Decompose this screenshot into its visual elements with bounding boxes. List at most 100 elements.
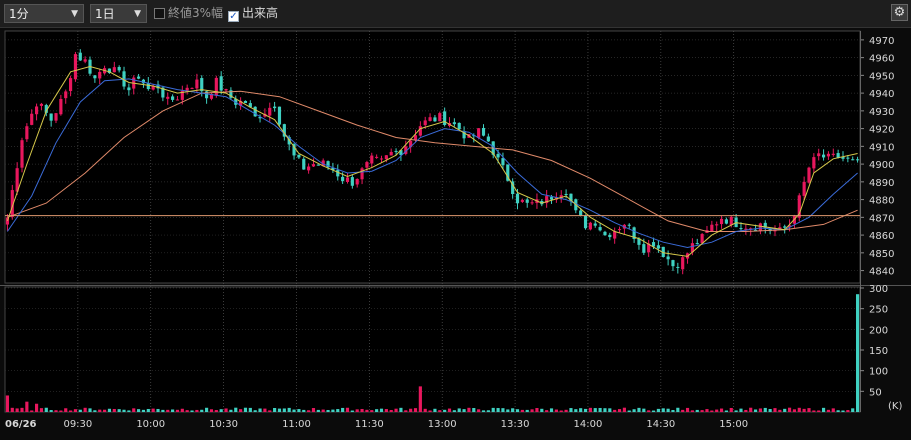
candle-up bbox=[64, 91, 68, 99]
volume-bar bbox=[603, 408, 607, 412]
volume-bar bbox=[307, 410, 311, 412]
volume-bar bbox=[122, 409, 126, 412]
volume-bar bbox=[812, 410, 816, 412]
candle-up bbox=[802, 181, 806, 196]
candle-down bbox=[603, 231, 607, 236]
volume-bar bbox=[647, 410, 651, 412]
volume-bar bbox=[146, 408, 150, 412]
candle-down bbox=[107, 68, 112, 74]
candle-up bbox=[73, 54, 78, 80]
volume-bar bbox=[64, 408, 68, 412]
volume-bar bbox=[141, 409, 146, 412]
period-select[interactable]: 1日 ▼ bbox=[90, 4, 147, 23]
volume-bar bbox=[763, 407, 767, 412]
volume-bar bbox=[496, 408, 500, 412]
candle-down bbox=[171, 96, 175, 100]
candle-down bbox=[243, 100, 248, 104]
percent-option-label: 終値3%幅 bbox=[168, 6, 224, 20]
candle-up bbox=[681, 257, 685, 270]
candle-down bbox=[341, 176, 345, 182]
price-axis: 4840 4850 4860 4870 4880 4890 4900 4910 4920 4930… bbox=[860, 36, 894, 278]
candle-up bbox=[379, 158, 384, 160]
volume-bar bbox=[34, 403, 39, 412]
volume-tick-label: 300 bbox=[869, 284, 888, 295]
candle-down bbox=[462, 130, 466, 139]
volume-bar bbox=[753, 409, 758, 412]
candle-up bbox=[355, 178, 359, 185]
chart-area[interactable]: 4840 4850 4860 4870 4880 4890 4900 4910 4920 4930… bbox=[0, 28, 911, 440]
price-tick-label: 4960 bbox=[869, 54, 894, 65]
volume-bar bbox=[724, 410, 728, 412]
candle-up bbox=[214, 77, 218, 96]
candle-down bbox=[651, 242, 656, 247]
volume-bar bbox=[88, 408, 92, 412]
volume-bar bbox=[219, 409, 223, 412]
volume-bar bbox=[802, 408, 806, 412]
volume-bar bbox=[564, 409, 568, 412]
volume-bar bbox=[520, 409, 524, 412]
candle-down bbox=[326, 161, 330, 168]
candle-up bbox=[719, 218, 724, 225]
candle-down bbox=[302, 158, 306, 170]
candle-down bbox=[316, 164, 320, 166]
percent-checkbox[interactable]: 終値3%幅 bbox=[154, 6, 223, 21]
candle-down bbox=[739, 228, 743, 230]
volume-bar bbox=[778, 409, 782, 412]
volume-bar bbox=[345, 407, 350, 412]
candle-up bbox=[700, 234, 704, 244]
volume-bar bbox=[394, 408, 398, 412]
candle-down bbox=[156, 84, 160, 89]
volume-bar bbox=[161, 409, 165, 412]
volume-bar bbox=[481, 410, 486, 412]
candle-up bbox=[321, 160, 325, 167]
volume-bar bbox=[423, 408, 427, 412]
candle-up bbox=[729, 216, 733, 225]
candle-down bbox=[676, 266, 680, 268]
candle-down bbox=[248, 103, 252, 108]
time-tick-label: 14:30 bbox=[646, 419, 675, 430]
candle-up bbox=[39, 103, 44, 106]
volume-bar bbox=[651, 410, 656, 412]
volume-bar bbox=[248, 407, 252, 412]
volume-bar bbox=[229, 409, 233, 412]
candle-up bbox=[239, 100, 243, 106]
volume-bar bbox=[375, 409, 379, 412]
candle-down bbox=[161, 87, 165, 98]
volume-bar bbox=[132, 408, 136, 412]
candle-up bbox=[758, 223, 762, 231]
checkbox-icon bbox=[154, 8, 165, 19]
volume-bar bbox=[549, 408, 554, 412]
volume-bar bbox=[452, 410, 456, 412]
volume-bar bbox=[608, 408, 612, 412]
toolbar: 1分 ▼ 1日 ▼ 終値3%幅 ✓ 出来高 ⚙ bbox=[0, 0, 911, 28]
volume-bar bbox=[681, 409, 685, 412]
volume-checkbox[interactable]: ✓ 出来高 bbox=[228, 6, 278, 22]
candle-up bbox=[787, 225, 792, 228]
interval-select[interactable]: 1分 ▼ bbox=[4, 4, 84, 23]
candle-up bbox=[744, 228, 748, 230]
time-tick-label: 13:00 bbox=[428, 419, 457, 430]
candle-down bbox=[724, 219, 728, 224]
volume-bar bbox=[739, 408, 743, 412]
volume-tick-label: 150 bbox=[869, 346, 888, 357]
candle-down bbox=[297, 154, 301, 158]
candle-up bbox=[98, 71, 102, 79]
candle-down bbox=[656, 245, 660, 249]
volume-bar bbox=[297, 409, 301, 412]
volume-bar bbox=[273, 407, 277, 412]
volume-bar bbox=[30, 410, 34, 412]
volume-bar bbox=[826, 409, 831, 412]
candle-down bbox=[846, 157, 850, 159]
settings-button[interactable]: ⚙ bbox=[891, 4, 908, 21]
volume-bar bbox=[501, 408, 505, 412]
candle-down bbox=[78, 52, 82, 61]
volume-tick-label: 200 bbox=[869, 325, 888, 336]
candle-up bbox=[792, 216, 796, 224]
time-tick-label: 15:00 bbox=[719, 419, 748, 430]
volume-bar bbox=[656, 408, 660, 412]
price-tick-label: 4870 bbox=[869, 213, 894, 224]
volume-bar bbox=[792, 409, 796, 412]
candle-up bbox=[404, 146, 408, 154]
candle-up bbox=[166, 96, 170, 99]
volume-bar bbox=[676, 407, 680, 412]
